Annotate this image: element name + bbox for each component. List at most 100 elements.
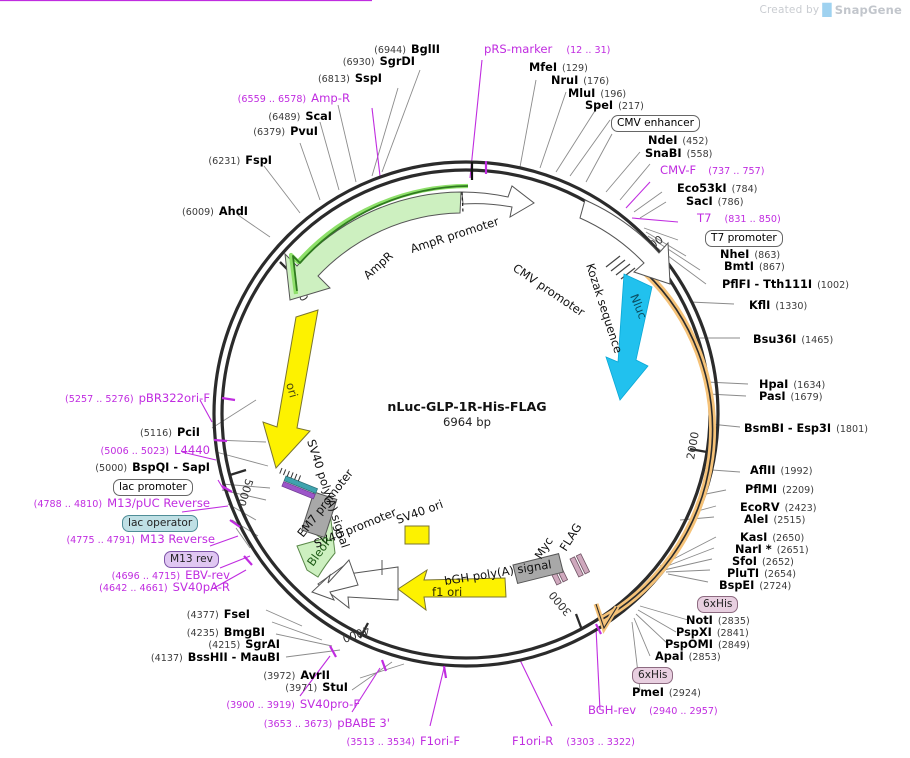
primer-ticks (0, 0, 602, 679)
svg-text:3000: 3000 (546, 589, 574, 619)
primer-label-f1ori-f: (3513 .. 3534) F1ori-F (330, 734, 461, 748)
primer-label-l4440: (5006 .. 5023) L4440 (60, 444, 210, 457)
enzyme-pos: (1801) (836, 424, 868, 435)
enzyme-pos: (2515) (773, 515, 806, 526)
enzyme-name: BmgBI (223, 626, 265, 639)
enzyme-label-scai: (6489) ScaI (222, 111, 332, 123)
enzyme-name: PspXI (676, 626, 712, 639)
feature-pill-t7-promoter[interactable]: T7 promoter (705, 230, 783, 248)
enzyme-pos: (3971) (285, 683, 318, 694)
primer-range: (4642 .. 4661) (99, 583, 168, 594)
enzyme-pos: (4215) (208, 640, 241, 651)
primer-name: SV40pro-F (299, 697, 360, 711)
plasmid-title: nLuc-GLP-1R-His-FLAG (387, 399, 547, 414)
enzyme-name: KflI (749, 299, 771, 312)
enzyme-pos: (867) (759, 262, 785, 273)
primer-name: pBR322ori-F (138, 391, 210, 405)
enzyme-pos: (6944) (374, 45, 407, 56)
enzyme-label-pspomi: PspOMI (2849) (665, 639, 750, 651)
enzyme-label-bglii: (6944) BglII (300, 44, 440, 56)
enzyme-label-pflfi-tth111i: PflFI - Tth111I (1002) (722, 279, 849, 291)
enzyme-name: AhdI (218, 205, 248, 218)
enzyme-pos: (2652) (762, 557, 794, 568)
enzyme-label-saci: SacI (786) (686, 196, 743, 208)
primer-range: (4775 .. 4791) (66, 535, 135, 546)
enzyme-pos: (4137) (150, 653, 183, 664)
feature-pill-lac-operator[interactable]: lac operator (122, 515, 199, 533)
primer-range: (831 .. 850) (724, 214, 781, 225)
primer-name: F1ori-F (420, 734, 460, 748)
svg-text:2000: 2000 (684, 431, 702, 461)
enzyme-label-fsei: (4377) FseI (130, 609, 250, 621)
primer-range: (3900 .. 3919) (226, 700, 295, 711)
primer-range: (5257 .. 5276) (65, 394, 134, 405)
enzyme-label-mfei: MfeI (129) (529, 62, 588, 74)
feature-pill-m13-rev[interactable]: M13 rev (164, 551, 219, 569)
svg-text:AmpR: AmpR (361, 249, 396, 283)
primer-label-f1ori-r: F1ori-R (3303 .. 3322) (512, 734, 635, 748)
primer-name: pBABE 3' (337, 716, 390, 730)
enzyme-pos: (1002) (817, 280, 849, 291)
primer-name: EBV-rev (185, 568, 230, 582)
enzyme-pos: (2724) (759, 581, 792, 592)
enzyme-name: SspI (354, 72, 382, 85)
enzyme-name: FspI (245, 154, 272, 167)
enzyme-name: Bsu36I (753, 333, 797, 346)
enzyme-label-nhei: NheI (863) (720, 249, 780, 261)
primer-name: F1ori-R (512, 734, 554, 748)
enzyme-pos: (786) (717, 197, 744, 208)
enzyme-name: SacI (686, 195, 713, 208)
enzyme-label-pcii: (5116) PciI (90, 427, 200, 439)
enzyme-pos: (129) (562, 63, 588, 74)
enzyme-name: PasI (759, 390, 786, 403)
enzyme-label-bsu36i: Bsu36I (1465) (753, 334, 833, 346)
enzyme-label-aflii: AflII (1992) (750, 465, 812, 477)
primer-range: (6559 .. 6578) (237, 94, 307, 105)
enzyme-label-sgrdi: (6930) SgrDI (270, 56, 415, 68)
feature-pill-6xhis-upper[interactable]: 6xHis (697, 596, 739, 614)
watermark-brand: SnapGene (834, 3, 902, 17)
enzyme-label-nari: NarI * (2651) (735, 544, 809, 556)
enzyme-name: BspEI (719, 579, 755, 592)
primer-label-cmv-f: CMV-F (737 .. 757) (660, 164, 765, 177)
enzyme-name: StuI (322, 681, 348, 694)
enzyme-pos: (2651) (776, 545, 809, 556)
enzyme-name: PflFI - Tth111I (722, 278, 813, 291)
enzyme-name: AvrII (300, 669, 330, 682)
enzyme-label-sspi: (6813) SspI (240, 73, 382, 85)
enzyme-pos: (1330) (775, 301, 808, 312)
enzyme-label-ndei: NdeI (452) (648, 135, 708, 147)
enzyme-name: SfoI (732, 555, 758, 568)
enzyme-label-ahdi: (6009) AhdI (138, 206, 248, 218)
enzyme-label-bspei: BspEI (2724) (719, 580, 791, 592)
primer-range: (5006 .. 5023) (100, 446, 170, 457)
enzyme-pos: (2835) (717, 616, 750, 627)
enzyme-label-bspqi-sapi: (5000) BspQI - SapI (50, 462, 210, 474)
enzyme-name: KasI (740, 531, 768, 544)
primer-label-m13-puc-reverse: (4788 .. 4810) M13/pUC Reverse (10, 497, 210, 510)
enzyme-label-bmti: BmtI (867) (724, 261, 785, 273)
enzyme-label-eco53ki: Eco53kI (784) (677, 183, 757, 195)
feature-sv40-polya (279, 467, 338, 539)
enzyme-label-sfoi: SfoI (2652) (732, 556, 794, 568)
enzyme-name: MfeI (529, 61, 558, 74)
enzyme-label-spei: SpeI (217) (585, 100, 644, 112)
enzyme-name: PciI (176, 426, 200, 439)
enzyme-pos: (452) (682, 136, 709, 147)
primer-range: (4788 .. 4810) (33, 499, 103, 510)
enzyme-name: HpaI (759, 378, 789, 391)
enzyme-label-bmgbi: (4235) BmgBI (130, 627, 265, 639)
enzyme-pos: (6231) (208, 156, 241, 167)
enzyme-name: PspOMI (665, 638, 713, 651)
primer-range: (3653 .. 3673) (263, 719, 333, 730)
enzyme-name: SgrAI (245, 638, 280, 651)
feature-pill-lac-promoter[interactable]: lac promoter (113, 479, 193, 497)
enzyme-pos: (2841) (716, 628, 749, 639)
enzyme-name: NarI * (735, 543, 772, 556)
feature-pill-6xhis-lower[interactable]: 6xHis (632, 667, 674, 685)
feature-pill-cmv-enhancer[interactable]: CMV enhancer (611, 115, 701, 133)
feature-bgh-polya (512, 553, 564, 585)
enzyme-label-fspi: (6231) FspI (160, 155, 272, 167)
feature-ampr (284, 183, 535, 301)
enzyme-name: SpeI (585, 99, 614, 112)
